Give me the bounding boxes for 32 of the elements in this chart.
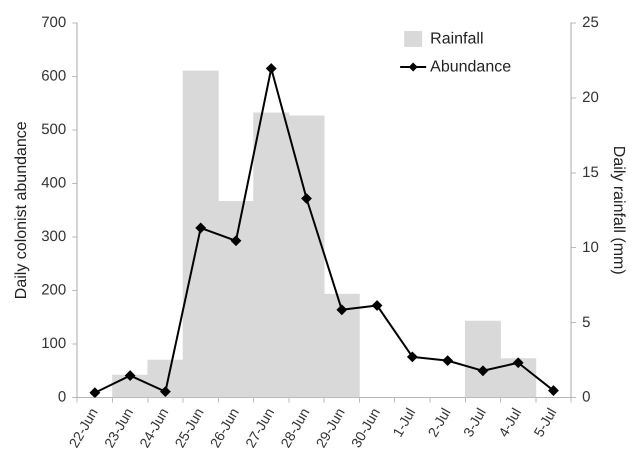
point xyxy=(407,352,418,362)
y2-axis-title: Daily rainfall (mm) xyxy=(610,146,627,275)
point xyxy=(548,386,558,396)
y2-tick-label: 10 xyxy=(582,238,599,256)
point xyxy=(442,356,453,366)
y-tick-label: 600 xyxy=(41,68,66,85)
y-tick-label: 200 xyxy=(41,282,66,299)
point xyxy=(478,366,488,376)
point xyxy=(125,370,136,381)
point xyxy=(302,193,312,204)
y-tick-label: 700 xyxy=(41,14,66,32)
y-axis-title: Daily colonist abundance xyxy=(13,121,30,300)
point xyxy=(196,222,206,233)
legend-label: Abundance xyxy=(430,58,512,76)
point xyxy=(230,236,241,246)
y2-tick-label: 15 xyxy=(582,164,599,181)
y2-tick-label: 25 xyxy=(582,14,599,32)
point xyxy=(372,300,382,310)
y-tick-label: 300 xyxy=(41,228,66,246)
legend-label: Rainfall xyxy=(430,30,484,48)
y-tick-label: 0 xyxy=(58,388,66,406)
y2-tick-label: 0 xyxy=(582,388,590,406)
y-tick-label: 100 xyxy=(41,335,66,352)
point xyxy=(336,304,347,315)
y2-tick-label: 5 xyxy=(582,314,590,331)
point xyxy=(90,388,100,398)
point xyxy=(160,386,170,397)
y-tick-label: 400 xyxy=(41,174,66,192)
point xyxy=(513,358,524,368)
y-tick-label: 500 xyxy=(41,121,66,138)
point xyxy=(266,63,276,74)
y2-tick-label: 20 xyxy=(582,89,599,106)
